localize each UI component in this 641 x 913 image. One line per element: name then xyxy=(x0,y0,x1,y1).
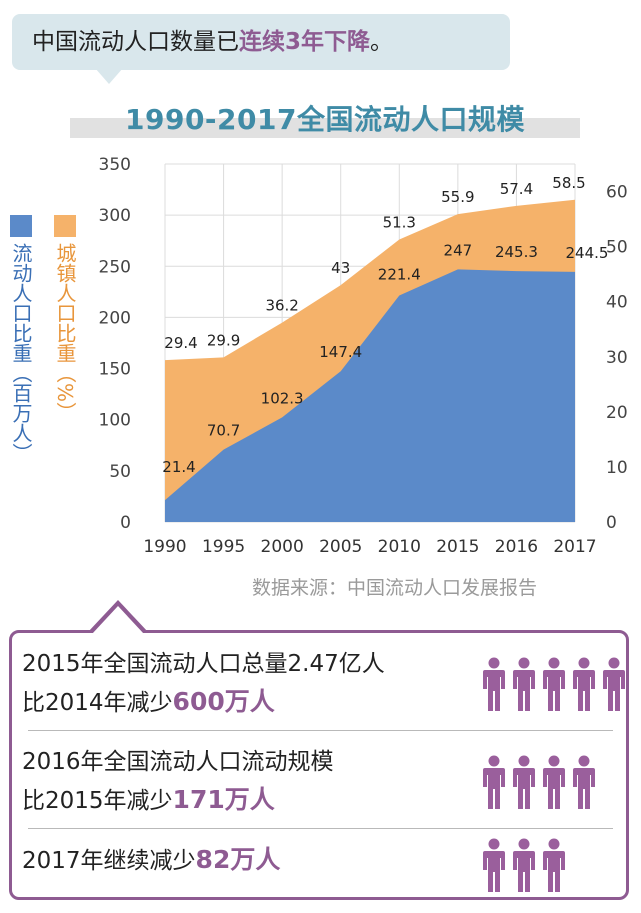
info-2017-prefix: 2017年继续减少 xyxy=(22,848,196,874)
x-tick-label: 1990 xyxy=(143,537,186,557)
headline-text: 中国流动人口数量已连续3年下降。 xyxy=(32,27,393,57)
population-area xyxy=(165,269,575,522)
people-group-2017 xyxy=(481,838,567,894)
person-icon xyxy=(541,838,567,894)
title-band xyxy=(70,118,580,138)
info-row-2015-line1: 2015年全国流动人口总量2.47亿人 xyxy=(22,651,385,677)
y-right-tick-label: 10 xyxy=(606,458,628,478)
info-row-2017: 2017年继续减少82万人 xyxy=(22,842,280,879)
info-2016-prefix: 比2015年减少 xyxy=(22,788,173,814)
divider-2 xyxy=(28,828,613,829)
y-left-tick-label: 100 xyxy=(99,411,131,431)
divider-1 xyxy=(28,730,613,731)
legend-population: 流动人口比重（百万人） xyxy=(8,215,34,463)
people-group-2015 xyxy=(481,657,627,713)
population-data-label: 21.4 xyxy=(162,458,195,476)
person-icon xyxy=(481,755,507,811)
legend-urbanization-label: 城镇人口比重（%） xyxy=(53,243,77,423)
y-right-tick-label: 60 xyxy=(606,183,628,203)
y-right-tick-label: 50 xyxy=(606,238,628,258)
info-box xyxy=(9,630,629,900)
person-icon xyxy=(511,838,537,894)
population-data-label: 247 xyxy=(444,241,473,259)
x-tick-label: 2005 xyxy=(319,537,362,557)
population-data-label: 245.3 xyxy=(495,243,538,261)
x-tick-label: 1995 xyxy=(202,537,245,557)
y-right-tick-label: 30 xyxy=(606,348,628,368)
population-data-label: 244.5 xyxy=(566,244,609,262)
urbanization-data-label: 29.4 xyxy=(164,334,197,352)
headline-highlight: 连续3年下降 xyxy=(239,29,371,55)
headline-bubble-tail xyxy=(95,68,123,84)
urbanization-data-label: 36.2 xyxy=(265,297,298,315)
population-data-label: 70.7 xyxy=(207,422,240,440)
headline-bubble xyxy=(12,14,510,70)
info-box-tail-inner xyxy=(92,606,144,634)
y-right-tick-label: 20 xyxy=(606,403,628,423)
y-left-tick-label: 0 xyxy=(120,513,131,533)
info-row-2016-line1: 2016年全国流动人口流动规模 xyxy=(22,749,334,775)
info-row-2016-line2: 比2015年减少171万人 xyxy=(22,782,275,819)
info-2016-highlight: 171万人 xyxy=(172,785,275,814)
info-row-2015-line2: 比2014年减少600万人 xyxy=(22,684,275,721)
urbanization-data-label: 57.4 xyxy=(500,180,533,198)
y-left-tick-label: 150 xyxy=(99,360,131,380)
people-group-2016 xyxy=(481,755,597,811)
y-left-tick-label: 300 xyxy=(99,206,131,226)
info-2015-prefix: 比2014年减少 xyxy=(22,690,173,716)
person-icon xyxy=(541,657,567,713)
y-left-tick-label: 350 xyxy=(99,155,131,175)
urbanization-data-label: 29.9 xyxy=(207,331,240,349)
y-left-tick-label: 200 xyxy=(99,308,131,328)
person-icon xyxy=(541,755,567,811)
person-icon xyxy=(481,657,507,713)
y-left-tick-label: 50 xyxy=(109,462,131,482)
legend-population-swatch xyxy=(10,215,32,237)
population-data-label: 102.3 xyxy=(261,389,304,407)
person-icon xyxy=(511,657,537,713)
urbanization-data-label: 51.3 xyxy=(383,213,416,231)
y-right-tick-label: 40 xyxy=(606,293,628,313)
info-2017-highlight: 82万人 xyxy=(195,845,281,874)
person-icon xyxy=(481,838,507,894)
person-icon xyxy=(571,657,597,713)
population-data-label: 221.4 xyxy=(378,266,421,284)
x-tick-label: 2016 xyxy=(495,537,538,557)
urbanization-data-label: 58.5 xyxy=(552,174,585,192)
legend-urbanization: 城镇人口比重（%） xyxy=(52,215,78,422)
legend-population-label: 流动人口比重（百万人） xyxy=(9,243,33,463)
person-icon xyxy=(511,755,537,811)
urbanization-data-label: 43 xyxy=(331,259,350,277)
person-icon xyxy=(601,657,627,713)
headline-prefix: 中国流动人口数量已 xyxy=(32,29,239,55)
x-tick-label: 2010 xyxy=(378,537,421,557)
y-right-tick-label: 0 xyxy=(606,513,617,533)
x-tick-label: 2017 xyxy=(553,537,596,557)
data-source: 数据来源：中国流动人口发展报告 xyxy=(252,577,538,599)
x-tick-label: 2000 xyxy=(261,537,304,557)
urbanization-data-label: 55.9 xyxy=(441,188,474,206)
population-data-label: 147.4 xyxy=(319,343,362,361)
legend-urbanization-swatch xyxy=(54,215,76,237)
x-tick-label: 2015 xyxy=(436,537,479,557)
person-icon xyxy=(571,755,597,811)
y-left-tick-label: 250 xyxy=(99,257,131,277)
chart-title: 1990-2017全国流动人口规模 xyxy=(125,103,525,136)
info-2015-highlight: 600万人 xyxy=(172,687,275,716)
headline-suffix: 。 xyxy=(370,29,394,55)
